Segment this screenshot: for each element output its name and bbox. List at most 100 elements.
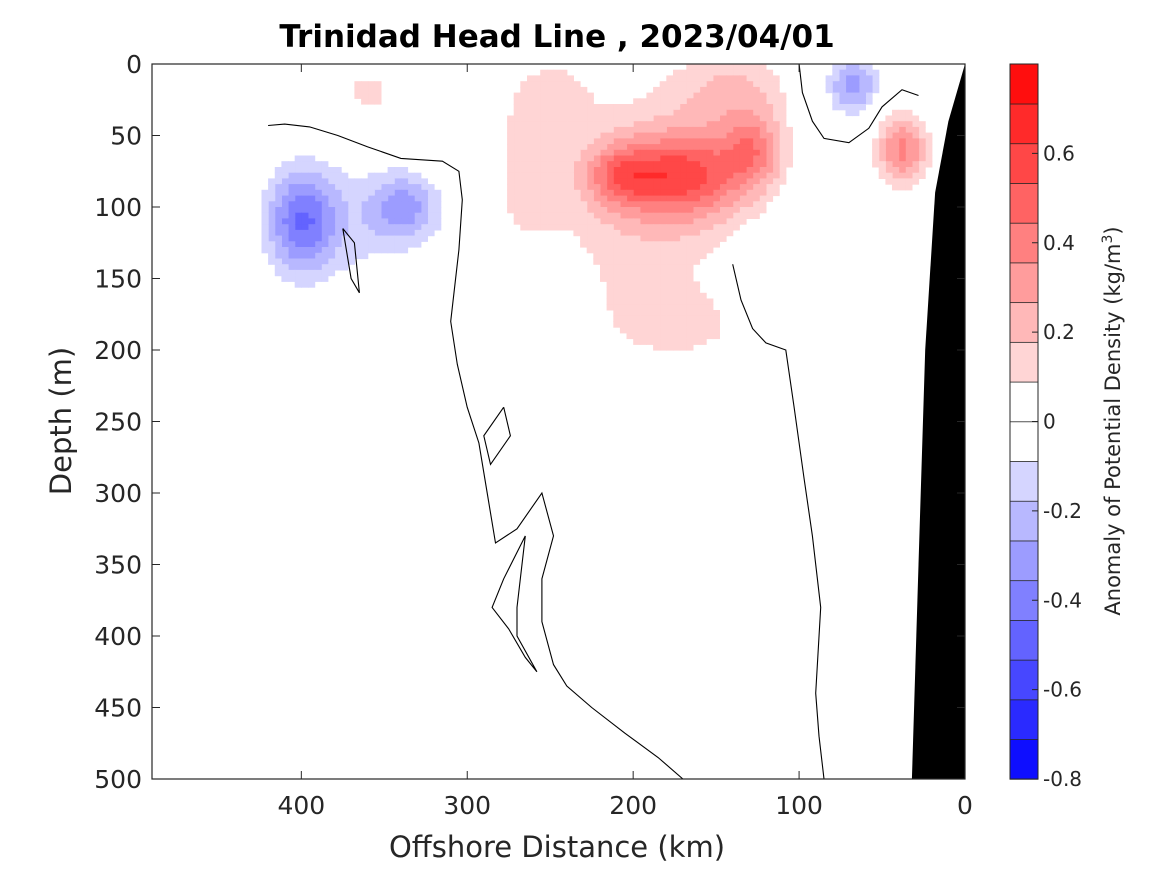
heatmap-cell: [673, 229, 681, 237]
heatmap-cell: [659, 121, 667, 128]
heatmap-cell: [580, 201, 588, 208]
heatmap-cell: [414, 218, 422, 225]
heatmap-cell: [546, 189, 555, 197]
heatmap-cell: [633, 298, 641, 305]
heatmap-cell: [653, 201, 661, 208]
heatmap-cell: [606, 138, 614, 145]
heatmap-cell: [414, 224, 422, 231]
heatmap-cell: [374, 195, 382, 202]
heatmap-cell: [719, 167, 727, 174]
heatmap-cell: [639, 241, 647, 248]
heatmap-cell: [692, 224, 701, 231]
heatmap-cell: [752, 69, 760, 76]
heatmap-cell: [673, 224, 681, 231]
heatmap-cell: [639, 132, 647, 139]
heatmap-cell: [261, 235, 269, 242]
heatmap-cell: [407, 189, 415, 197]
heatmap-cell: [281, 184, 289, 191]
x-tick-label: 400: [277, 791, 325, 820]
heatmap-cell: [613, 218, 621, 225]
heatmap-cell: [546, 75, 555, 82]
heatmap-cell: [726, 138, 734, 145]
heatmap-cell: [732, 212, 740, 219]
heatmap-cell: [673, 121, 681, 128]
heatmap-cell: [838, 104, 847, 111]
heatmap-cell: [858, 92, 866, 99]
heatmap-cell: [281, 201, 289, 208]
heatmap-cell: [633, 172, 641, 179]
heatmap-cell: [692, 172, 701, 179]
heatmap-cell: [759, 172, 767, 179]
heatmap-cell: [918, 138, 926, 145]
heatmap-cell: [659, 86, 667, 94]
heatmap-cell: [513, 98, 521, 105]
heatmap-cell: [540, 167, 548, 174]
heatmap-cell: [692, 315, 701, 322]
heatmap-cell: [626, 247, 634, 254]
heatmap-cell: [626, 229, 634, 237]
colorbar-segment: [1009, 619, 1039, 661]
heatmap-cell: [294, 195, 302, 202]
heatmap-cell: [666, 315, 674, 322]
heatmap-cell: [533, 144, 541, 151]
heatmap-cell: [341, 252, 349, 260]
heatmap-cell: [659, 132, 667, 139]
heatmap-cell: [387, 224, 395, 231]
heatmap-cell: [540, 224, 548, 231]
heatmap-cell: [739, 126, 747, 134]
heatmap-cell: [593, 149, 601, 157]
heatmap-cell: [686, 81, 694, 88]
heatmap-cell: [626, 332, 634, 340]
heatmap-cell: [646, 304, 654, 311]
heatmap-cell: [586, 201, 594, 208]
heatmap-cell: [507, 178, 515, 185]
heatmap-cell: [533, 92, 541, 99]
colorbar-tick-label: -0.4: [1043, 588, 1082, 612]
heatmap-cell: [765, 149, 774, 157]
colorbar-tick-label: 0: [1043, 410, 1056, 434]
heatmap-cell: [507, 132, 515, 139]
heatmap-cell: [712, 149, 720, 157]
heatmap-cell: [639, 218, 647, 225]
heatmap-cell: [639, 115, 647, 122]
heatmap-cell: [639, 247, 647, 254]
heatmap-cell: [659, 178, 667, 185]
heatmap-cell: [414, 195, 422, 202]
heatmap-cell: [600, 155, 608, 162]
heatmap-cell: [726, 121, 734, 128]
heatmap-cell: [520, 98, 528, 105]
heatmap-cell: [712, 121, 720, 128]
heatmap-cell: [759, 144, 767, 151]
heatmap-cell: [719, 178, 727, 185]
heatmap-cell: [732, 126, 740, 134]
heatmap-cell: [659, 298, 667, 305]
heatmap-cell: [321, 184, 329, 191]
heatmap-cell: [732, 86, 740, 94]
heatmap-cell: [600, 138, 608, 145]
heatmap-cell: [420, 207, 428, 214]
heatmap-cell: [527, 75, 535, 82]
heatmap-cell: [546, 104, 555, 111]
heatmap-cell: [692, 310, 701, 317]
heatmap-cell: [394, 178, 402, 185]
heatmap-cell: [361, 224, 369, 231]
heatmap-cell: [679, 344, 687, 351]
heatmap-cell: [281, 218, 289, 225]
heatmap-cell: [739, 195, 747, 202]
heatmap-cell: [925, 161, 933, 168]
heatmap-cell: [706, 92, 714, 99]
heatmap-cell: [706, 144, 714, 151]
heatmap-cell: [394, 212, 402, 219]
heatmap-cell: [341, 172, 349, 179]
heatmap-cell: [706, 81, 714, 88]
heatmap-cell: [772, 81, 780, 88]
heatmap-cell: [606, 247, 614, 254]
heatmap-cell: [527, 149, 535, 157]
heatmap-cell: [878, 155, 886, 162]
heatmap-cell: [600, 126, 608, 134]
heatmap-cell: [692, 304, 701, 311]
heatmap-cell: [294, 247, 302, 254]
heatmap-cell: [613, 195, 621, 202]
heatmap-cell: [659, 315, 667, 322]
heatmap-cell: [659, 98, 667, 105]
